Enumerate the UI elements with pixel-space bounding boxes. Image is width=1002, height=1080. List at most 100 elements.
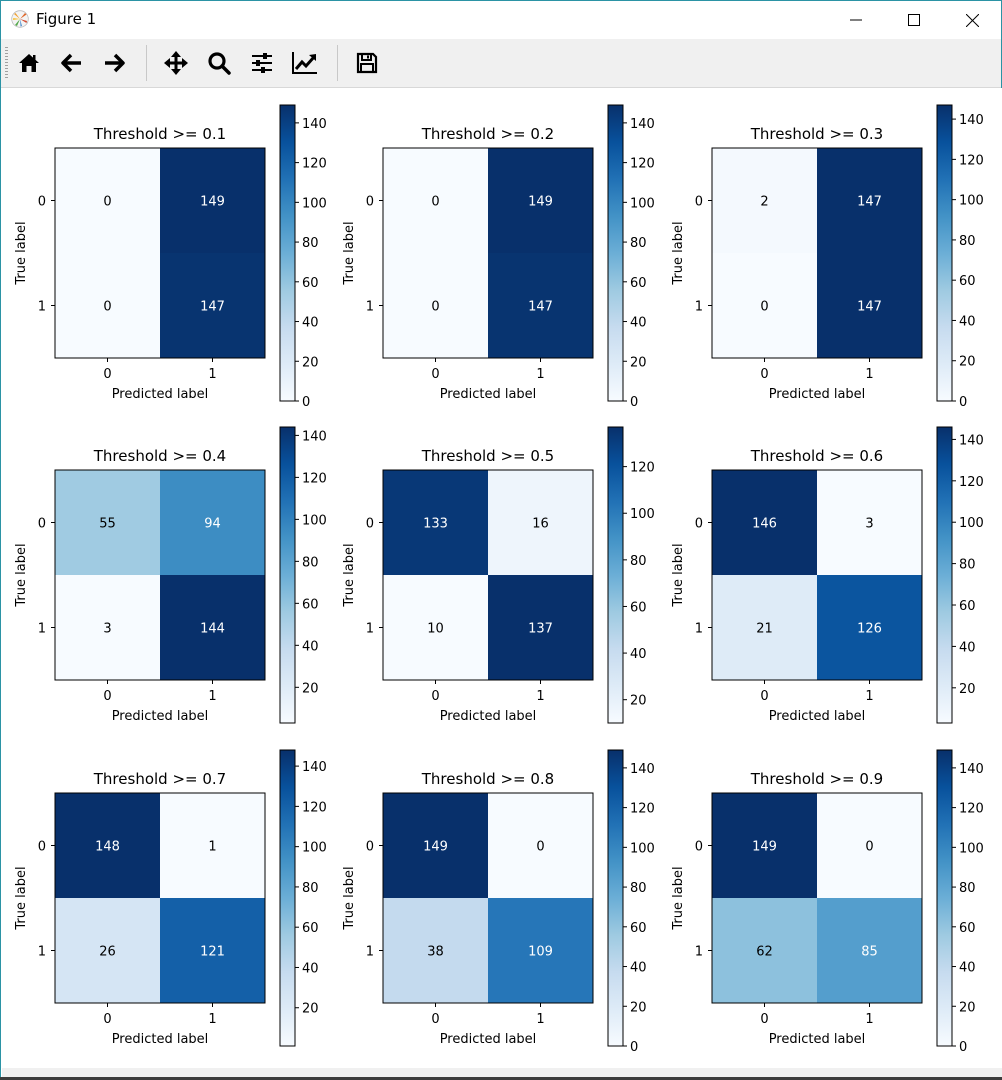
cell-value-label: 0: [865, 840, 873, 855]
colorbar-tick-label: 20: [630, 1000, 647, 1015]
maximize-icon: [908, 14, 920, 26]
colorbar-tick-label: 100: [959, 194, 984, 209]
y-tick-label: 0: [695, 517, 703, 532]
matrix-cell: [160, 253, 265, 358]
colorbar-tick-label: 60: [302, 921, 319, 936]
matrix-cell: [55, 898, 160, 1003]
pan-button[interactable]: [160, 47, 192, 79]
colorbar-tick-label: 0: [630, 1040, 638, 1055]
cell-value-label: 109: [528, 945, 553, 960]
x-tick-label: 0: [431, 367, 439, 382]
colorbar-tick-label: 60: [302, 276, 319, 291]
y-tick-label: 1: [366, 622, 374, 637]
cell-value-label: 16: [532, 517, 549, 532]
x-tick-label: 0: [103, 689, 111, 704]
y-tick-label: 0: [695, 195, 703, 210]
colorbar-tick-label: 140: [302, 117, 327, 132]
colorbar-tick-label: 20: [959, 355, 976, 370]
colorbar-tick-label: 60: [959, 599, 976, 614]
plot-title: Threshold >= 0.8: [421, 770, 554, 788]
customize-button[interactable]: [289, 47, 321, 79]
cell-value-label: 133: [423, 517, 448, 532]
subplots-button[interactable]: [246, 47, 278, 79]
home-button[interactable]: [13, 47, 45, 79]
cell-value-label: 26: [99, 945, 116, 960]
matrix-cell: [488, 253, 593, 358]
colorbar-tick-label: 0: [959, 1040, 967, 1055]
back-button[interactable]: [56, 47, 88, 79]
x-axis-label: Predicted label: [769, 709, 866, 724]
confusion-matrix-4: Threshold >= 0.4 55 94 3 144 0 0 1 1 Predicted la…: [14, 426, 327, 724]
x-tick-label: 0: [760, 689, 768, 704]
minimize-button[interactable]: [827, 1, 885, 39]
colorbar-tick-label: 20: [302, 681, 319, 696]
matrix-cell: [160, 148, 265, 253]
sliders-icon: [252, 53, 272, 73]
y-tick-label: 1: [695, 622, 703, 637]
colorbar: [607, 749, 624, 1047]
navigation-toolbar: [1, 39, 1001, 88]
x-tick-label: 1: [208, 1012, 216, 1027]
matrix-cell: [55, 575, 160, 680]
forward-button[interactable]: [98, 47, 130, 79]
colorbar-tick-label: 120: [630, 157, 655, 172]
matrix-cell: [488, 575, 593, 680]
matrix-cell: [383, 253, 488, 358]
colorbar-tick-label: 140: [630, 117, 655, 132]
x-tick-label: 1: [536, 1012, 544, 1027]
arrow-right-icon: [105, 53, 125, 73]
colorbar-tick-label: 120: [302, 157, 327, 172]
toolbar-grip[interactable]: [5, 47, 8, 79]
colorbar-tick-label: 20: [630, 355, 647, 370]
taskbar-edge: [0, 1077, 1002, 1080]
colorbar-tick-label: 40: [302, 961, 319, 976]
matrix-cell: [817, 148, 922, 253]
cell-value-label: 149: [752, 840, 777, 855]
matrix-cell: [383, 470, 488, 575]
colorbar-tick-label: 120: [302, 471, 327, 486]
y-tick-label: 1: [38, 300, 46, 315]
close-button[interactable]: [943, 1, 1001, 39]
colorbar-tick-label: 80: [302, 555, 319, 570]
y-tick-label: 0: [38, 195, 46, 210]
line-chart-icon: [292, 52, 317, 74]
cell-value-label: 0: [431, 195, 439, 210]
x-axis-label: Predicted label: [112, 387, 209, 402]
colorbar-tick-label: 60: [630, 921, 647, 936]
colorbar-tick-label: 140: [959, 113, 984, 128]
title-bar: Figure 1: [1, 1, 1001, 39]
zoom-button[interactable]: [203, 47, 235, 79]
x-tick-label: 1: [208, 689, 216, 704]
matrix-cell: [712, 470, 817, 575]
y-tick-label: 0: [695, 840, 703, 855]
colorbar-tick-label: 60: [959, 921, 976, 936]
matrix-cell: [817, 575, 922, 680]
cell-value-label: 38: [427, 945, 444, 960]
cell-value-label: 0: [536, 840, 544, 855]
figure-canvas[interactable]: Threshold >= 0.1 0 149 0 147 0 0 1 1 Predicted la…: [2, 88, 1002, 1068]
y-axis-label: True label: [14, 543, 29, 607]
axes-frame: [711, 469, 923, 681]
colorbar-tick-label: 20: [959, 682, 976, 697]
x-tick-label: 0: [760, 367, 768, 382]
colorbar-tick-label: 40: [959, 640, 976, 655]
matrix-cell: [817, 470, 922, 575]
colorbar-tick-label: 40: [630, 961, 647, 976]
cell-value-label: 147: [857, 195, 882, 210]
magnifier-icon: [208, 52, 231, 75]
colorbar: [936, 426, 953, 724]
move-arrows-icon: [164, 51, 188, 75]
colorbar: [936, 749, 953, 1047]
maximize-button[interactable]: [885, 1, 943, 39]
matrix-cell: [817, 898, 922, 1003]
matrix-cell: [55, 253, 160, 358]
save-button[interactable]: [351, 47, 383, 79]
x-axis-label: Predicted label: [769, 1032, 866, 1047]
cell-value-label: 149: [423, 840, 448, 855]
colorbar-tick-label: 100: [630, 841, 655, 856]
colorbar-tick-label: 140: [630, 762, 655, 777]
cell-value-label: 3: [103, 622, 111, 637]
x-tick-label: 1: [536, 367, 544, 382]
cell-value-label: 3: [865, 517, 873, 532]
cell-value-label: 94: [204, 517, 221, 532]
